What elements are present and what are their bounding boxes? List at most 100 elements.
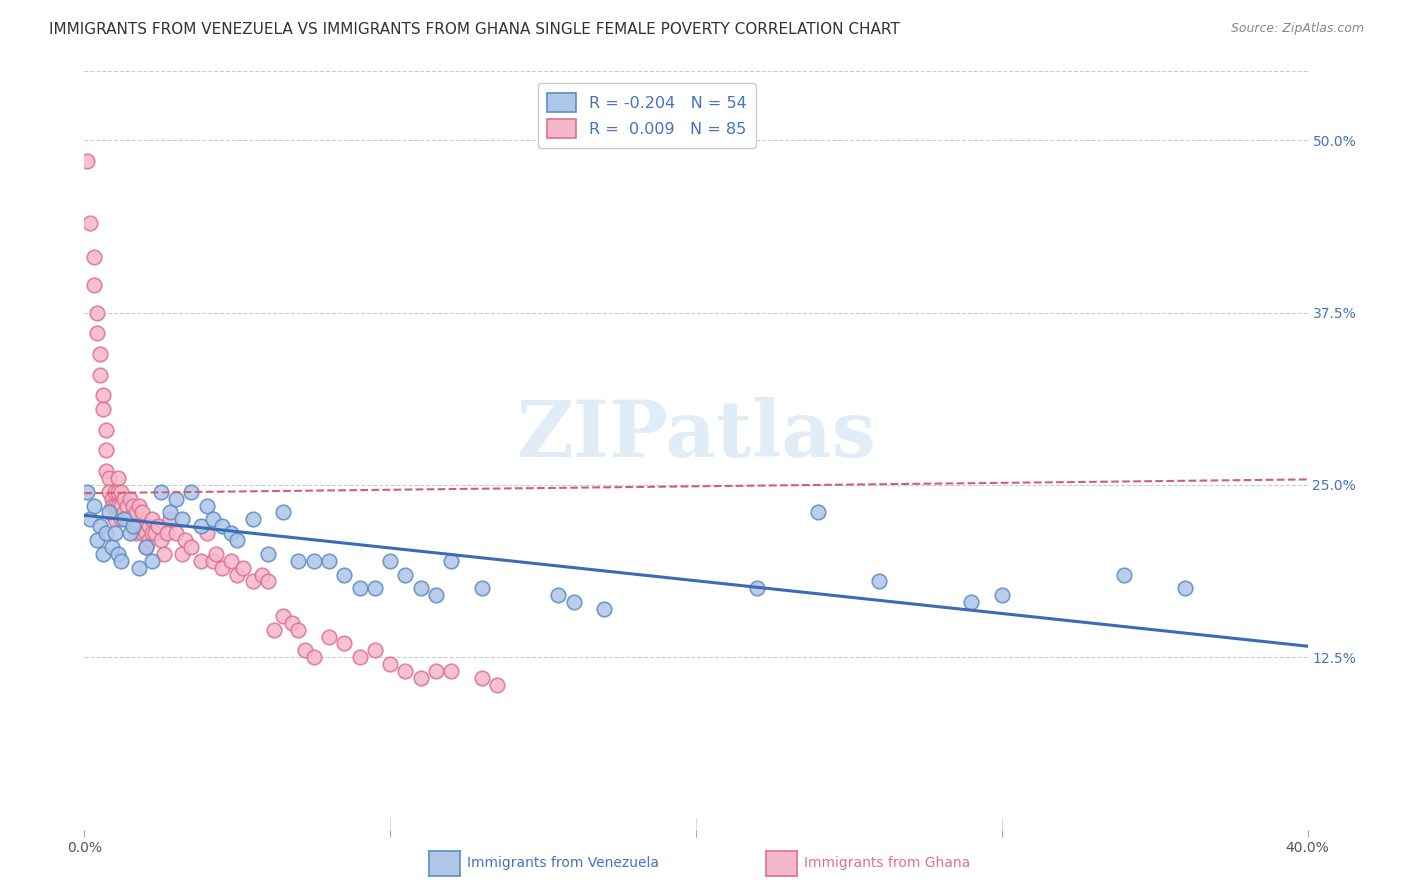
Point (318, 630, 340, 644)
Point (271, 608, 294, 623)
Text: Immigrants from Ghana: Immigrants from Ghana (804, 856, 970, 871)
Point (110, 499, 132, 513)
Point (83, 251, 105, 265)
Point (131, 506, 153, 520)
Point (219, 526, 242, 541)
Point (440, 664, 463, 678)
Point (149, 533, 172, 547)
Point (110, 554, 132, 568)
Point (195, 526, 218, 541)
Point (263, 623, 285, 637)
Point (125, 506, 148, 520)
Point (115, 512, 138, 526)
Point (156, 526, 179, 541)
Point (76, 153, 98, 168)
Point (486, 678, 509, 692)
Point (76, 484, 98, 499)
Point (128, 499, 150, 513)
Point (94, 464, 117, 478)
Point (172, 512, 194, 526)
Point (302, 554, 325, 568)
Point (257, 547, 280, 561)
Point (271, 506, 294, 520)
Point (122, 519, 145, 533)
Point (349, 582, 371, 596)
Point (425, 664, 447, 678)
Point (120, 512, 142, 526)
Point (281, 615, 304, 630)
Point (138, 519, 160, 533)
Point (135, 540, 157, 554)
Point (333, 636, 356, 650)
Point (143, 526, 166, 541)
Point (107, 484, 129, 499)
Point (101, 540, 124, 554)
Point (547, 588, 569, 602)
Point (91, 547, 114, 561)
Point (333, 567, 356, 582)
Point (364, 643, 387, 657)
Point (409, 671, 432, 685)
Point (471, 671, 494, 685)
Point (110, 512, 132, 526)
Point (211, 519, 233, 533)
Point (141, 554, 163, 568)
Point (79, 216, 101, 230)
Point (107, 547, 129, 561)
Point (104, 512, 127, 526)
Point (242, 574, 264, 589)
Point (107, 499, 129, 513)
Point (91, 388, 114, 402)
Point (135, 526, 157, 541)
Point (1174, 582, 1197, 596)
Point (250, 567, 273, 582)
Point (125, 526, 148, 541)
Point (94, 526, 117, 541)
Point (94, 443, 117, 458)
Point (89, 519, 111, 533)
Point (83, 278, 105, 293)
Point (318, 554, 340, 568)
Point (201, 554, 224, 568)
Point (112, 506, 135, 520)
Point (195, 499, 218, 513)
Point (131, 526, 153, 541)
Point (869, 574, 891, 589)
Point (174, 533, 197, 547)
Point (110, 484, 132, 499)
Point (807, 506, 830, 520)
Point (149, 484, 172, 499)
Point (394, 567, 416, 582)
Point (159, 506, 181, 520)
Point (226, 533, 249, 547)
Point (153, 547, 176, 561)
Point (89, 368, 111, 382)
Point (219, 554, 242, 568)
Point (97, 484, 120, 499)
Text: IMMIGRANTS FROM VENEZUELA VS IMMIGRANTS FROM GHANA SINGLE FEMALE POVERTY CORRELA: IMMIGRANTS FROM VENEZUELA VS IMMIGRANTS … (49, 22, 900, 37)
Point (122, 519, 145, 533)
Point (409, 582, 432, 596)
Point (104, 499, 127, 513)
Point (180, 484, 202, 499)
Point (141, 526, 163, 541)
Point (257, 574, 280, 589)
Point (97, 506, 120, 520)
Point (120, 491, 142, 506)
Point (138, 533, 160, 547)
Point (294, 643, 316, 657)
Point (287, 623, 309, 637)
Text: Source: ZipAtlas.com: Source: ZipAtlas.com (1230, 22, 1364, 36)
Point (380, 657, 402, 672)
Point (287, 554, 309, 568)
Point (172, 547, 194, 561)
Point (97, 471, 120, 485)
Point (991, 588, 1014, 602)
Point (86, 305, 108, 319)
Point (86, 533, 108, 547)
Point (135, 540, 157, 554)
Legend: R = -0.204   N = 54, R =  0.009   N = 85: R = -0.204 N = 54, R = 0.009 N = 85 (538, 83, 756, 148)
Point (201, 512, 224, 526)
Point (86, 326, 108, 341)
Point (107, 471, 129, 485)
